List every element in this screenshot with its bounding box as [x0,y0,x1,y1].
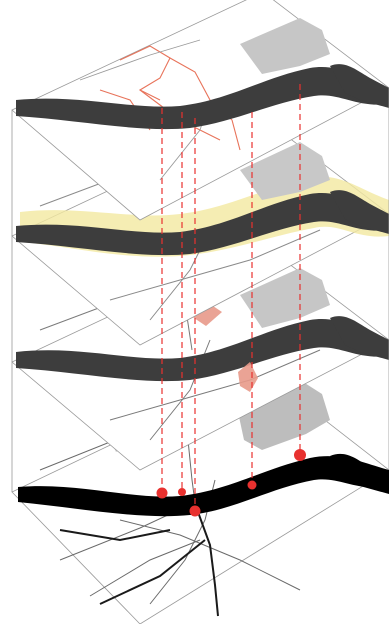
river [18,456,389,517]
map-layer-landmarks [11,243,389,471]
river-mouth [330,453,389,494]
map-layer-historic-routes [11,0,389,221]
connector-dot-1 [156,487,168,499]
industrial-blocks [240,142,330,200]
connector-dot-3 [189,505,201,517]
river [16,319,389,382]
river-mouth [330,190,389,234]
layer-edges [11,88,389,492]
river-mouth [330,64,389,108]
river [16,193,389,256]
map-layer-floodplain [11,117,389,346]
road-network-major [59,511,219,617]
connector-dot-4 [247,480,257,490]
river [16,67,389,130]
connector-lines [156,84,306,517]
river-mouth [330,316,389,360]
map-layer-base [11,371,389,624]
connector-dot-5 [294,449,306,461]
connector-dot-2 [178,488,186,496]
industrial-blocks [240,268,330,328]
industrial-blocks [240,18,330,74]
